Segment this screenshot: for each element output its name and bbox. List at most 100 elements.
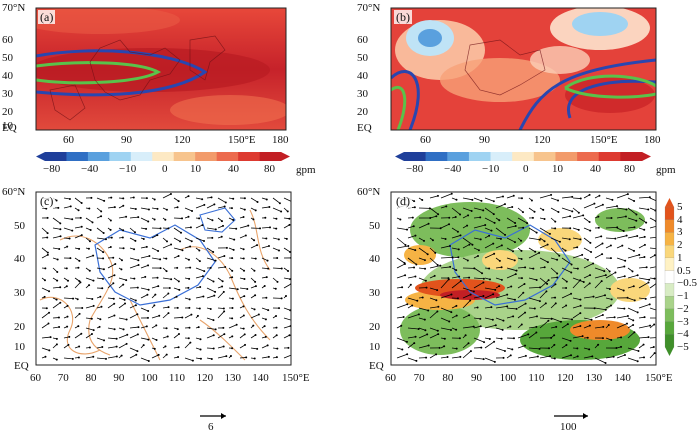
wind-arrow-head [455, 347, 458, 350]
wind-arrow-head [468, 243, 471, 246]
wind-arrow [627, 297, 635, 301]
wind-arrow-head [254, 294, 257, 297]
wind-arrow [649, 217, 656, 222]
wind-arrow [572, 335, 583, 339]
wind-arrow-head [450, 192, 453, 195]
wind-arrow-head [277, 238, 280, 241]
wind-arrow-head [265, 276, 268, 279]
wind-arrow-head [437, 305, 440, 308]
wind-arrow [484, 217, 495, 224]
wind-arrow-head [98, 325, 101, 328]
wind-arrow [140, 217, 149, 222]
wind-arrow [616, 275, 625, 279]
wind-arrow-head [455, 269, 458, 272]
wind-arrow [140, 287, 149, 291]
colorbar-d-segment [664, 206, 675, 221]
wind-arrow-head [115, 337, 118, 340]
wind-arrow [484, 357, 495, 363]
wind-arrow-head [455, 328, 458, 331]
wind-arrow-head [435, 353, 438, 356]
wind-arrow-head [556, 258, 559, 261]
wind-arrow-head [169, 192, 172, 195]
wind-arrow-head [166, 335, 169, 338]
wind-arrow-head [191, 209, 194, 212]
wind-arrow [495, 196, 504, 199]
wind-arrow [451, 247, 459, 250]
wind-arrow-head [176, 206, 179, 209]
wind-arrow [440, 356, 448, 359]
wind-arrow-head [527, 333, 530, 336]
wind-arrow-head [158, 314, 161, 317]
d-ytick-10: 10 [369, 341, 380, 353]
wind-arrow [506, 247, 514, 252]
wind-arrow-head [643, 316, 646, 319]
wind-arrow-head [109, 228, 112, 231]
wind-arrow-head [232, 248, 235, 251]
wind-arrow-head [81, 307, 84, 310]
wind-arrow-head [476, 306, 479, 309]
wind-arrow-head [436, 329, 439, 332]
wind-arrow-head [502, 319, 505, 322]
wind-arrow-head [177, 200, 180, 203]
wind-arrow-head [242, 305, 245, 308]
colorbar-d-segment [664, 308, 675, 322]
wind-arrow-head [589, 274, 592, 277]
wind-arrow-head [256, 244, 259, 247]
wind-arrow-head [156, 276, 159, 279]
wind-arrow [429, 195, 439, 199]
x-tick-label: 100 [499, 372, 517, 384]
cbar-b-label-6: 80 [624, 163, 635, 175]
wind-arrow [583, 203, 595, 209]
wind-arrow [151, 257, 161, 260]
wind-arrow-head [633, 299, 636, 302]
wind-arrow [74, 282, 81, 289]
wind-arrow [627, 347, 639, 352]
colorbar-segment [130, 152, 153, 161]
wind-arrow-head [278, 202, 281, 205]
wind-arrow [473, 295, 484, 299]
wind-arrow [583, 317, 592, 321]
wind-arrow-head [571, 318, 574, 321]
wind-arrow [561, 337, 571, 342]
wind-arrow-head [512, 250, 515, 253]
wind-arrow-head [601, 313, 604, 316]
wind-arrow [283, 277, 291, 280]
wind-arrow [528, 326, 537, 329]
wind-arrow-head [134, 208, 137, 211]
wind-arrow [506, 273, 516, 279]
wind-arrow-head [421, 296, 424, 299]
wind-arrow [528, 252, 540, 259]
wind-arrow-head [167, 312, 170, 315]
wind-arrow-head [588, 282, 591, 285]
wind-arrow-head [538, 300, 541, 303]
wind-arrow-head [643, 256, 646, 259]
wind-arrow-head [134, 239, 137, 242]
wind-arrow-head [120, 268, 123, 271]
wind-arrow [506, 307, 517, 310]
a-ytick-70: 70°N [2, 2, 26, 14]
wind-arrow-head [280, 297, 283, 300]
wind-arrow-head [231, 297, 234, 300]
wind-arrow-head [633, 200, 636, 203]
wind-arrow-head [221, 280, 224, 283]
wind-arrow-head [469, 299, 472, 302]
wind-arrow [250, 314, 260, 319]
wind-arrow-head [55, 337, 58, 340]
wind-arrow [506, 225, 516, 229]
wind-arrow [484, 317, 493, 321]
wind-arrow [107, 346, 117, 349]
a-xtick-150: 150°E [228, 134, 256, 146]
cbar-b-label-1: −40 [444, 163, 462, 175]
wind-arrow-head [56, 279, 59, 282]
wind-arrow [206, 327, 216, 330]
wind-arrow [129, 216, 139, 219]
wind-arrow [616, 323, 628, 329]
colorbar-segment [66, 152, 89, 161]
wind-arrow-head [648, 303, 651, 306]
wind-arrow-head [122, 283, 125, 286]
wind-arrow-head [579, 312, 582, 315]
colorbar-d-label: 5 [677, 201, 683, 213]
wind-arrow-head [191, 359, 194, 362]
wind-arrow-head [112, 282, 115, 285]
wind-arrow [627, 235, 638, 239]
